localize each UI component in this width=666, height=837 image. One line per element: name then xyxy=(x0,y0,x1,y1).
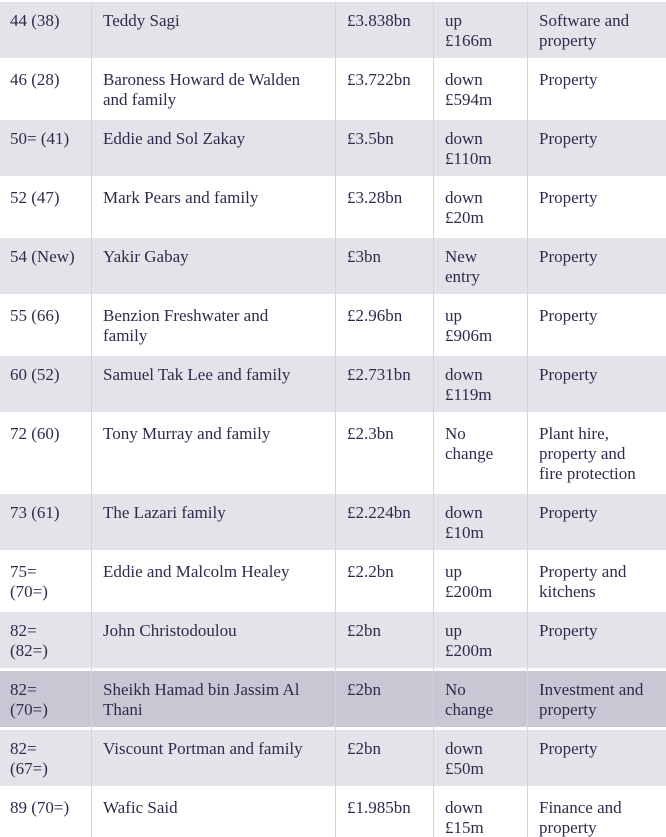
cell-worth: £2bn xyxy=(347,680,381,699)
cell-name: Wafic Said xyxy=(103,798,178,817)
cell-rank: 46 (28) xyxy=(10,70,60,89)
cell-source: Property xyxy=(539,70,598,89)
cell-source: Property and kitchens xyxy=(539,562,627,601)
cell-source: Software and property xyxy=(539,11,630,50)
cell-worth: £3bn xyxy=(347,247,381,266)
table-row[interactable]: 55 (66) Benzion Freshwater and family £2.9… xyxy=(0,297,666,353)
cell-source: Property xyxy=(539,188,598,207)
cell-name: Tony Murray and family xyxy=(103,424,271,443)
cell-rank: 60 (52) xyxy=(10,365,60,384)
cell-change: down £110m xyxy=(445,129,492,168)
cell-worth: £2bn xyxy=(347,739,381,758)
cell-source: Finance and property xyxy=(539,798,622,837)
cell-name: Baroness Howard de Walden and family xyxy=(103,70,301,109)
cell-change: No change xyxy=(445,680,494,719)
cell-rank: 82= (67=) xyxy=(10,739,48,778)
cell-name: The Lazari family xyxy=(103,503,226,522)
cell-name: Eddie and Malcolm Healey xyxy=(103,562,290,581)
cell-change: up £200m xyxy=(445,621,493,660)
table-row[interactable]: 60 (52) Samuel Tak Lee and family £2.731bn… xyxy=(0,356,666,412)
cell-change: down £119m xyxy=(445,365,492,404)
cell-worth: £3.722bn xyxy=(347,70,411,89)
cell-worth: £3.838bn xyxy=(347,11,411,30)
cell-source: Property xyxy=(539,306,598,325)
cell-rank: 54 (New) xyxy=(10,247,75,266)
cell-worth: £3.5bn xyxy=(347,129,394,148)
cell-worth: £2.96bn xyxy=(347,306,403,325)
cell-source: Plant hire, property and fire protection xyxy=(539,424,636,483)
table-row[interactable]: 75= (70=) Eddie and Malcolm Healey £2.2bn u… xyxy=(0,553,666,609)
cell-rank: 75= (70=) xyxy=(10,562,48,601)
cell-name: John Christodoulou xyxy=(103,621,237,640)
cell-name: Samuel Tak Lee and family xyxy=(103,365,291,384)
cell-source: Property xyxy=(539,365,598,384)
cell-change: down £50m xyxy=(445,739,484,778)
cell-name: Benzion Freshwater and family xyxy=(103,306,269,345)
cell-source: Property xyxy=(539,739,598,758)
table-row[interactable]: 44 (38) Teddy Sagi £3.838bn up £166m Softwar… xyxy=(0,2,666,58)
cell-worth: £2.224bn xyxy=(347,503,411,522)
cell-worth: £1.985bn xyxy=(347,798,411,817)
cell-change: New entry xyxy=(445,247,480,286)
cell-change: No change xyxy=(445,424,494,463)
cell-rank: 82= (70=) xyxy=(10,680,48,719)
cell-name: Eddie and Sol Zakay xyxy=(103,129,246,148)
table-row[interactable]: 82= (70=) Sheikh Hamad bin Jassim Al Than… xyxy=(0,671,666,727)
table-row[interactable]: 82= (82=) John Christodoulou £2bn up £200m P… xyxy=(0,612,666,668)
cell-rank: 50= (41) xyxy=(10,129,70,148)
cell-change: down £20m xyxy=(445,188,484,227)
cell-worth: £3.28bn xyxy=(347,188,403,207)
table-row[interactable]: 50= (41) Eddie and Sol Zakay £3.5bn down £1… xyxy=(0,120,666,176)
cell-source: Property xyxy=(539,621,598,640)
table-row[interactable]: 82= (67=) Viscount Portman and family £2bn… xyxy=(0,730,666,786)
cell-rank: 72 (60) xyxy=(10,424,60,443)
cell-rank: 44 (38) xyxy=(10,11,60,30)
cell-source: Investment and property xyxy=(539,680,644,719)
table-row[interactable]: 54 (New) Yakir Gabay £3bn New entry Property xyxy=(0,238,666,294)
table-row[interactable]: 73 (61) The Lazari family £2.224bn down £10… xyxy=(0,494,666,550)
cell-change: down £594m xyxy=(445,70,493,109)
cell-source: Property xyxy=(539,503,598,522)
cell-change: up £166m xyxy=(445,11,493,50)
table-row[interactable]: 46 (28) Baroness Howard de Walden and fam… xyxy=(0,61,666,117)
cell-worth: £2.3bn xyxy=(347,424,394,443)
table-row[interactable]: 72 (60) Tony Murray and family £2.3bn No ch… xyxy=(0,415,666,491)
cell-rank: 82= (82=) xyxy=(10,621,48,660)
cell-change: up £200m xyxy=(445,562,493,601)
cell-change: up £906m xyxy=(445,306,493,345)
cell-worth: £2.731bn xyxy=(347,365,411,384)
cell-worth: £2.2bn xyxy=(347,562,394,581)
cell-source: Property xyxy=(539,247,598,266)
cell-rank: 73 (61) xyxy=(10,503,60,522)
cell-worth: £2bn xyxy=(347,621,381,640)
cell-change: down £10m xyxy=(445,503,484,542)
cell-rank: 89 (70=) xyxy=(10,798,70,817)
cell-rank: 52 (47) xyxy=(10,188,60,207)
cell-change: down £15m xyxy=(445,798,484,837)
cell-name: Teddy Sagi xyxy=(103,11,180,30)
cell-name: Viscount Portman and family xyxy=(103,739,303,758)
cell-source: Property xyxy=(539,129,598,148)
cell-name: Sheikh Hamad bin Jassim Al Thani xyxy=(103,680,300,719)
cell-name: Yakir Gabay xyxy=(103,247,189,266)
table-row[interactable]: 89 (70=) Wafic Said £1.985bn down £15m Finan… xyxy=(0,789,666,837)
table-row[interactable]: 52 (47) Mark Pears and family £3.28bn down … xyxy=(0,179,666,235)
cell-rank: 55 (66) xyxy=(10,306,60,325)
cell-name: Mark Pears and family xyxy=(103,188,259,207)
